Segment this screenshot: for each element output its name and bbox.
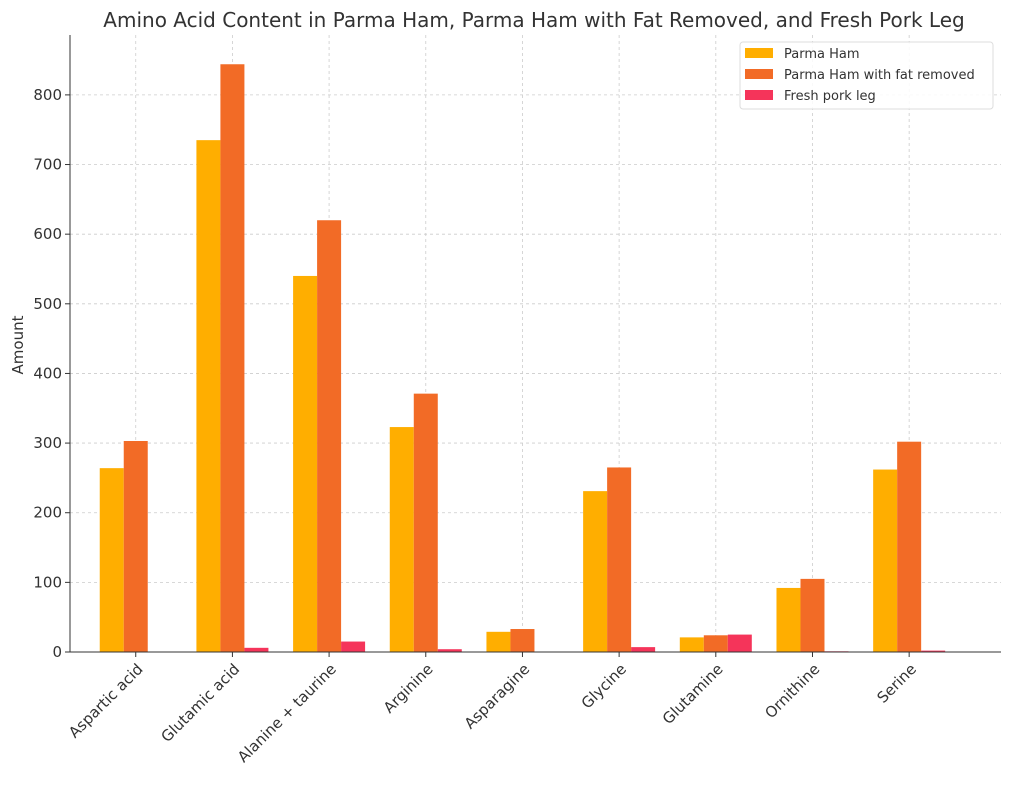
bar-1-5: [607, 467, 632, 652]
bar-1-8: [897, 441, 922, 652]
bar-1-6: [703, 635, 728, 652]
x-tick-label: Serine: [873, 660, 920, 707]
bar-0-2: [293, 275, 318, 652]
legend-label: Parma Ham with fat removed: [784, 68, 975, 83]
bar-1-3: [413, 393, 438, 652]
legend-swatch: [745, 69, 773, 79]
bar-0-7: [776, 587, 801, 652]
x-tick-label: Glutamine: [659, 660, 727, 728]
legend-label: Parma Ham: [784, 47, 860, 62]
x-tick-label: Glycine: [578, 660, 630, 712]
bar-0-0: [99, 468, 124, 652]
legend-swatch: [745, 90, 773, 100]
bar-0-1: [196, 140, 221, 652]
bars: [99, 64, 946, 653]
bar-2-5: [631, 647, 656, 652]
x-tick-label: Arginine: [380, 660, 437, 717]
bar-0-3: [389, 427, 414, 652]
x-tick-label: Asparagine: [461, 660, 534, 733]
y-tick-label: 600: [33, 225, 62, 243]
y-axis-label: Amount: [9, 315, 27, 374]
bar-1-2: [317, 220, 342, 653]
y-tick-label: 100: [33, 573, 62, 591]
y-tick-label: 500: [33, 295, 62, 313]
bar-2-6: [727, 634, 752, 652]
grid: [70, 35, 1001, 653]
bar-1-0: [123, 440, 148, 652]
legend-box: [739, 41, 994, 110]
legend: Parma Ham Parma Ham with fat removed Fresh…: [739, 41, 994, 110]
bar-0-6: [679, 637, 704, 652]
bar-2-2: [341, 641, 366, 652]
x-tick-label: Glutamic acid: [157, 660, 243, 746]
y-tick-label: 800: [33, 86, 62, 104]
chart-title: Amino Acid Content in Parma Ham, Parma H…: [103, 8, 964, 32]
x-tick-label: Alanine + taurine: [234, 660, 340, 766]
bar-0-8: [873, 469, 898, 652]
x-tick-label: Aspartic acid: [65, 660, 146, 741]
x-tick-label: Ornithine: [761, 660, 823, 722]
bar-1-1: [220, 64, 245, 653]
legend-swatch: [745, 48, 773, 58]
bar-1-4: [510, 629, 535, 652]
y-tick-label: 400: [33, 364, 62, 382]
y-tick-label: 300: [33, 434, 62, 452]
bar-0-4: [486, 631, 511, 652]
y-tick-label: 0: [52, 643, 62, 661]
y-tick-label: 200: [33, 504, 62, 522]
legend-label: Fresh pork leg: [784, 89, 876, 104]
bar-2-1: [244, 647, 269, 652]
bar-2-3: [437, 649, 462, 652]
y-tick-label: 700: [33, 156, 62, 174]
bar-2-8: [921, 650, 946, 652]
bar-1-7: [800, 578, 825, 652]
bar-0-5: [583, 491, 608, 652]
